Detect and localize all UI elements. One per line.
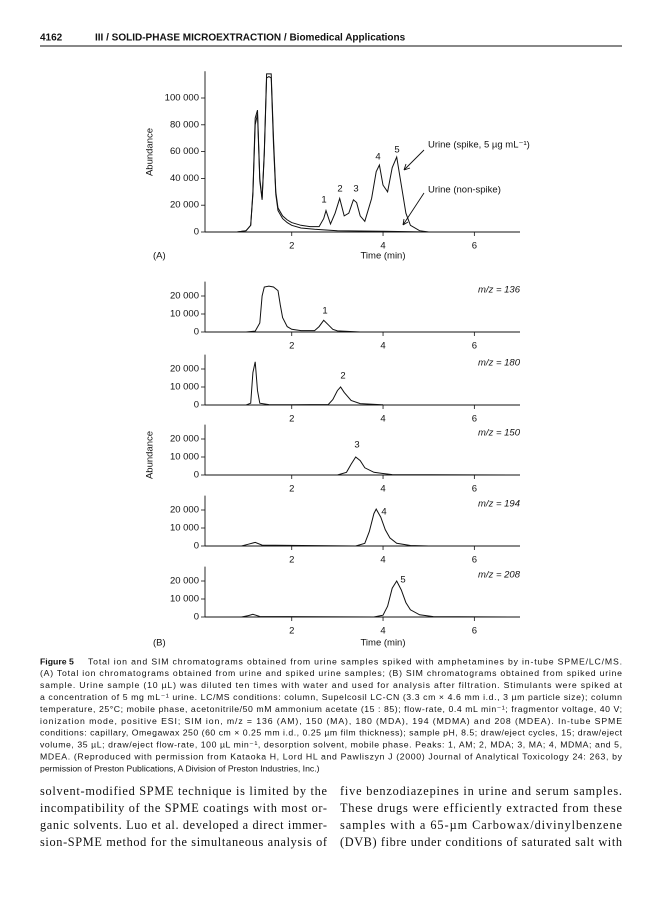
x-tick-label: 4 [380, 626, 385, 637]
peak-label: 1 [322, 306, 327, 317]
caption-line: Total ion and SIM chromatograms obtained… [88, 656, 622, 666]
sim-chromatogram-line [205, 456, 521, 476]
x-tick-label: 4 [380, 414, 385, 425]
sim-chromatogram-line [205, 361, 521, 406]
panel-label: (B) [153, 638, 166, 649]
caption-line: a concentration of 5 mg mL⁻¹ urine. LC/M… [40, 692, 622, 702]
x-tick-label: 4 [380, 484, 385, 495]
body-line: sion-SPME method for the simultaneous an… [40, 835, 328, 849]
caption-line: MDEA. (Reproduced with permission from K… [40, 751, 623, 761]
x-tick-label: 2 [289, 555, 294, 566]
ion-annotation: m/z = 194 [478, 499, 520, 510]
caption-line: temperature, 25°C; mobile phase, acetoni… [40, 704, 622, 714]
body-line: (DVB) fibre under conditions of saturate… [340, 835, 622, 849]
y-tick-label: 0 [194, 327, 199, 338]
ion-annotation: m/z = 150 [478, 428, 521, 439]
caption-line: conditions: capillary, Omegawax 250 (60 … [40, 728, 623, 738]
y-tick-label: 80 000 [170, 119, 199, 130]
body-line: ganic solvents. Luo et al. developed a d… [40, 818, 327, 832]
x-tick-label: 2 [289, 484, 294, 495]
body-line: five benzodiazepines in urine and serum … [340, 784, 622, 798]
caption-line: volume, 35 µL; draw/eject flow-rate, 100… [40, 740, 622, 750]
sim-chromatogram-line [205, 285, 520, 333]
caption-line: sample. Urine sample (10 µL) was diluted… [40, 680, 623, 690]
y-tick-label: 0 [194, 400, 199, 411]
ion-annotation: m/z = 136 [478, 285, 521, 296]
body-line: These drugs were efficiently extracted f… [340, 801, 623, 815]
y-tick-label: 20 000 [170, 200, 199, 211]
x-tick-label: 2 [289, 341, 294, 352]
y-tick-label: 60 000 [170, 146, 199, 157]
chromatogram-line [205, 76, 520, 233]
peak-label: 3 [353, 184, 358, 195]
series-annotation: Urine (non-spike) [428, 185, 501, 196]
x-tick-label: 6 [472, 484, 477, 495]
panel-label: (A) [153, 251, 166, 262]
x-axis-title: Time (min) [360, 638, 405, 649]
y-axis-title: Abundance [145, 128, 156, 176]
x-tick-label: 6 [472, 241, 477, 252]
series-annotation: Urine (spike, 5 µg mL⁻¹) [428, 140, 530, 151]
sim-chromatogram-line [205, 508, 520, 547]
peak-label: 2 [337, 184, 342, 195]
x-tick-label: 4 [380, 341, 385, 352]
x-tick-label: 2 [289, 414, 294, 425]
y-tick-label: 100 000 [165, 93, 199, 104]
peak-label: 4 [381, 507, 386, 518]
y-tick-label: 0 [194, 227, 199, 238]
x-axis-title: Time (min) [360, 251, 405, 262]
y-tick-label: 0 [194, 612, 199, 623]
x-tick-label: 6 [472, 555, 477, 566]
caption-line: ionization mode, positive ESI; SIM ion, … [40, 716, 622, 726]
y-tick-label: 10 000 [170, 382, 199, 393]
x-tick-label: 6 [472, 341, 477, 352]
body-line: incompatibility of the SPME coatings wit… [40, 801, 327, 815]
peak-label: 4 [375, 152, 380, 163]
y-tick-label: 10 000 [170, 594, 199, 605]
y-tick-label: 0 [194, 470, 199, 481]
caption-label: Figure 5 [40, 656, 74, 666]
ion-annotation: m/z = 180 [478, 358, 521, 369]
y-tick-label: 20 000 [170, 434, 199, 445]
y-tick-label: 10 000 [170, 452, 199, 463]
caption-line: (A) Total ion chromatograms obtained fro… [40, 668, 622, 678]
body-line: solvent-modified SPME technique is limit… [40, 784, 328, 798]
peak-label: 2 [340, 371, 345, 382]
x-tick-label: 6 [472, 626, 477, 637]
ion-annotation: m/z = 208 [478, 570, 521, 581]
y-tick-label: 10 000 [170, 523, 199, 534]
page-number: 4162 [40, 33, 63, 44]
peak-label: 1 [321, 195, 326, 206]
annotation-arrow [403, 149, 425, 171]
y-tick-label: 20 000 [170, 576, 199, 587]
peak-label: 5 [400, 575, 405, 586]
x-tick-label: 4 [380, 241, 385, 252]
x-tick-label: 6 [472, 414, 477, 425]
peak-label: 3 [354, 440, 359, 451]
y-tick-label: 10 000 [170, 309, 199, 320]
body-line: samples with a 65-µm Carbowax/divinylben… [340, 818, 623, 832]
x-tick-label: 2 [289, 626, 294, 637]
y-axis-title: Abundance [145, 431, 156, 479]
annotation-arrow [402, 192, 425, 226]
y-tick-label: 40 000 [170, 173, 199, 184]
y-tick-label: 20 000 [170, 505, 199, 516]
running-title: III / SOLID-PHASE MICROEXTRACTION / Biom… [95, 33, 406, 44]
y-tick-label: 20 000 [170, 291, 199, 302]
x-tick-label: 2 [289, 241, 294, 252]
y-tick-label: 0 [194, 541, 199, 552]
x-tick-label: 4 [380, 555, 385, 566]
peak-label: 5 [394, 145, 399, 156]
sim-chromatogram-line [205, 579, 521, 618]
y-tick-label: 20 000 [170, 364, 199, 375]
caption-line: permission of Preston Publications, A Di… [40, 763, 320, 773]
